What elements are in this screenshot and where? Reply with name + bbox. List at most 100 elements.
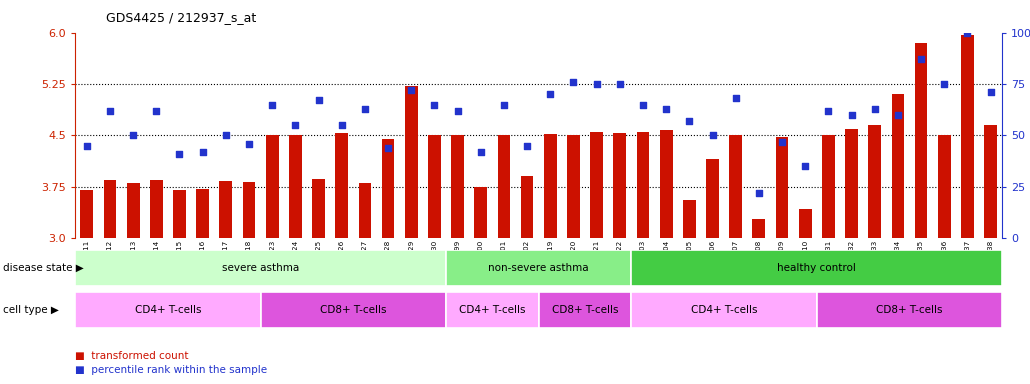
Point	[913, 56, 929, 63]
Point	[751, 190, 767, 196]
Bar	[817, 292, 1002, 328]
Bar	[382, 139, 394, 238]
Bar	[683, 200, 695, 238]
Text: CD8+ T-cells: CD8+ T-cells	[320, 305, 386, 315]
Text: severe asthma: severe asthma	[222, 263, 300, 273]
Text: CD8+ T-cells: CD8+ T-cells	[552, 305, 618, 315]
Point	[519, 142, 536, 149]
Bar	[219, 181, 232, 238]
Text: non-severe asthma: non-severe asthma	[488, 263, 589, 273]
Bar	[568, 135, 580, 238]
Point	[171, 151, 187, 157]
Bar	[405, 86, 417, 238]
Text: ■  percentile rank within the sample: ■ percentile rank within the sample	[75, 365, 268, 375]
Point	[844, 112, 860, 118]
Point	[705, 132, 721, 139]
Point	[866, 106, 883, 112]
Bar	[75, 250, 446, 286]
Text: CD4+ T-cells: CD4+ T-cells	[459, 305, 525, 315]
Bar	[312, 179, 324, 238]
Bar	[753, 219, 765, 238]
Bar	[985, 125, 997, 238]
Text: CD4+ T-cells: CD4+ T-cells	[691, 305, 757, 315]
Bar	[446, 292, 539, 328]
Point	[565, 79, 582, 85]
Bar	[150, 180, 163, 238]
Bar	[776, 137, 788, 238]
Point	[473, 149, 489, 155]
Point	[356, 106, 373, 112]
Text: CD8+ T-cells: CD8+ T-cells	[877, 305, 942, 315]
Point	[403, 87, 419, 93]
Text: GDS4425 / 212937_s_at: GDS4425 / 212937_s_at	[106, 12, 256, 25]
Point	[78, 142, 95, 149]
Bar	[631, 292, 817, 328]
Point	[195, 149, 211, 155]
Text: ■  transformed count: ■ transformed count	[75, 351, 188, 361]
Bar	[915, 43, 927, 238]
Bar	[336, 133, 348, 238]
Text: disease state ▶: disease state ▶	[3, 263, 83, 273]
Bar	[631, 250, 1002, 286]
Point	[449, 108, 466, 114]
Text: cell type ▶: cell type ▶	[3, 305, 59, 315]
Point	[634, 101, 651, 108]
Bar	[358, 183, 371, 238]
Bar	[261, 292, 446, 328]
Point	[148, 108, 165, 114]
Bar	[243, 182, 255, 238]
Bar	[892, 94, 904, 238]
Bar	[868, 125, 881, 238]
Point	[310, 98, 327, 104]
Bar	[75, 292, 261, 328]
Bar	[614, 132, 626, 238]
Bar	[497, 136, 510, 238]
Bar	[266, 135, 278, 238]
Point	[334, 122, 350, 128]
Point	[287, 122, 304, 128]
Bar	[475, 187, 487, 238]
Point	[681, 118, 697, 124]
Point	[658, 106, 675, 112]
Bar	[637, 132, 649, 238]
Bar	[173, 190, 185, 238]
Point	[588, 81, 605, 87]
Bar	[104, 180, 116, 238]
Bar	[707, 159, 719, 238]
Point	[797, 163, 814, 169]
Point	[125, 132, 141, 139]
Bar	[544, 134, 556, 238]
Bar	[446, 250, 631, 286]
Point	[241, 141, 258, 147]
Point	[890, 112, 906, 118]
Bar	[451, 136, 464, 238]
Bar	[197, 189, 209, 238]
Bar	[729, 136, 742, 238]
Bar	[521, 177, 534, 238]
Point	[774, 139, 790, 145]
Point	[426, 101, 443, 108]
Point	[495, 101, 512, 108]
Point	[820, 108, 836, 114]
Point	[727, 95, 744, 101]
Bar	[428, 136, 441, 238]
Bar	[822, 136, 834, 238]
Bar	[660, 130, 673, 238]
Bar	[127, 183, 139, 238]
Bar	[938, 136, 951, 238]
Point	[102, 108, 118, 114]
Bar	[539, 292, 631, 328]
Bar	[590, 132, 603, 238]
Point	[217, 132, 234, 139]
Bar	[961, 35, 973, 238]
Point	[380, 145, 397, 151]
Bar	[289, 136, 302, 238]
Point	[264, 101, 280, 108]
Bar	[799, 209, 812, 238]
Point	[936, 81, 953, 87]
Bar	[80, 190, 93, 238]
Point	[542, 91, 558, 98]
Point	[959, 30, 975, 36]
Text: CD4+ T-cells: CD4+ T-cells	[135, 305, 201, 315]
Bar	[846, 129, 858, 238]
